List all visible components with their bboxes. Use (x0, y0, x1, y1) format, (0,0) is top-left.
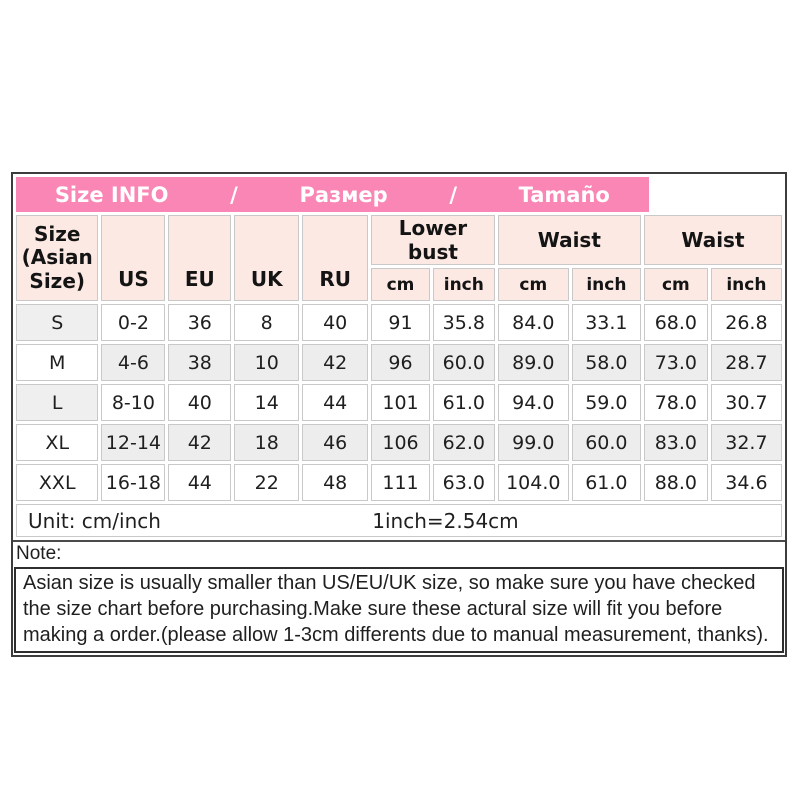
cell-waist-inch: 59.0 (571, 384, 641, 421)
cell-waist2-inch: 32.7 (710, 424, 782, 461)
cell-uk: 22 (234, 464, 300, 501)
cell-uk: 10 (234, 344, 300, 381)
cell-size: M (16, 344, 99, 381)
cell-us: 4-6 (101, 344, 166, 381)
cell-us: 8-10 (101, 384, 166, 421)
banner-empty-segment (648, 177, 782, 212)
cell-ru: 48 (302, 464, 369, 501)
header-waist1-cm: cm (497, 268, 569, 301)
header-waist1-inch: inch (571, 268, 641, 301)
cell-waist2-cm: 68.0 (643, 304, 708, 341)
header-group-row: Size (Asian Size) US EU UK RU Lower bust… (16, 215, 782, 301)
cell-waist-inch: 61.0 (571, 464, 641, 501)
header-waist-1: Waist (497, 215, 641, 265)
header-bust-cm: cm (371, 268, 430, 301)
banner-title-ru: Размер (299, 182, 388, 207)
header-eu: EU (168, 215, 232, 301)
cell-waist-cm: 94.0 (497, 384, 569, 421)
header-waist2-inch: inch (710, 268, 782, 301)
cell-bust-inch: 61.0 (432, 384, 495, 421)
cell-waist2-inch: 28.7 (710, 344, 782, 381)
header-bust-inch: inch (432, 268, 495, 301)
note-text: Asian size is usually smaller than US/EU… (14, 567, 784, 653)
cell-eu: 40 (168, 384, 232, 421)
unit-label: Unit: cm/inch (28, 508, 161, 533)
cell-waist2-inch: 34.6 (710, 464, 782, 501)
unit-conversion: 1inch=2.54cm (372, 508, 519, 533)
cell-uk: 14 (234, 384, 300, 421)
header-size-asian: Size (Asian Size) (16, 215, 99, 301)
cell-uk: 8 (234, 304, 300, 341)
cell-waist-inch: 58.0 (571, 344, 641, 381)
cell-ru: 46 (302, 424, 369, 461)
cell-us: 16-18 (101, 464, 166, 501)
cell-waist-cm: 84.0 (497, 304, 569, 341)
cell-bust-inch: 60.0 (432, 344, 495, 381)
cell-bust-inch: 63.0 (432, 464, 495, 501)
table-row-l: L 8-10 40 14 44 101 61.0 94.0 59.0 78.0 … (16, 384, 782, 421)
cell-eu: 42 (168, 424, 232, 461)
cell-ru: 42 (302, 344, 369, 381)
cell-bust-cm: 111 (371, 464, 430, 501)
cell-us: 0-2 (101, 304, 166, 341)
table-row-xxl: XXL 16-18 44 22 48 111 63.0 104.0 61.0 8… (16, 464, 782, 501)
header-waist2-cm: cm (643, 268, 708, 301)
cell-eu: 38 (168, 344, 232, 381)
cell-ru: 40 (302, 304, 369, 341)
size-table-header: Size (Asian Size) US EU UK RU Lower bust… (16, 215, 782, 301)
banner-title-es: Tamaño (518, 182, 610, 207)
table-row-s: S 0-2 36 8 40 91 35.8 84.0 33.1 68.0 26.… (16, 304, 782, 341)
size-chart-panel: Size INFO / Размер / Tamaño Size (Asian (11, 172, 787, 657)
header-waist-2: Waist (643, 215, 782, 265)
separator-line (13, 540, 785, 542)
banner: Size INFO / Размер / Tamaño (16, 177, 782, 212)
header-us: US (101, 215, 166, 301)
cell-bust-cm: 96 (371, 344, 430, 381)
table-row-m: M 4-6 38 10 42 96 60.0 89.0 58.0 73.0 28… (16, 344, 782, 381)
unit-row: Unit: cm/inch 1inch=2.54cm (16, 504, 782, 537)
banner-title-en: Size INFO (54, 182, 169, 207)
cell-waist2-inch: 30.7 (710, 384, 782, 421)
cell-ru: 44 (302, 384, 369, 421)
header-ru: RU (302, 215, 369, 301)
cell-size: S (16, 304, 99, 341)
cell-bust-cm: 106 (371, 424, 430, 461)
corner-line-2: (Asian (21, 245, 93, 270)
cell-waist-cm: 99.0 (497, 424, 569, 461)
banner-slash-2: / (449, 182, 457, 207)
cell-waist2-cm: 83.0 (643, 424, 708, 461)
cell-waist-cm: 104.0 (497, 464, 569, 501)
cell-bust-cm: 91 (371, 304, 430, 341)
cell-eu: 44 (168, 464, 232, 501)
cell-size: L (16, 384, 99, 421)
size-table: Size (Asian Size) US EU UK RU Lower bust… (13, 212, 785, 504)
note-label: Note: (16, 543, 62, 564)
cell-size: XL (16, 424, 99, 461)
cell-bust-cm: 101 (371, 384, 430, 421)
cell-eu: 36 (168, 304, 232, 341)
cell-bust-inch: 62.0 (432, 424, 495, 461)
cell-waist-inch: 33.1 (571, 304, 641, 341)
size-table-body: S 0-2 36 8 40 91 35.8 84.0 33.1 68.0 26.… (16, 304, 782, 501)
cell-bust-inch: 35.8 (432, 304, 495, 341)
cell-us: 12-14 (101, 424, 166, 461)
cell-uk: 18 (234, 424, 300, 461)
cell-waist2-cm: 88.0 (643, 464, 708, 501)
cell-size: XXL (16, 464, 99, 501)
header-unit-row: cm inch cm inch cm inch (16, 268, 782, 301)
banner-title: Size INFO / Размер / Tamaño (16, 177, 649, 212)
cell-waist2-cm: 78.0 (643, 384, 708, 421)
banner-slash-1: / (230, 182, 238, 207)
corner-line-3: Size) (29, 268, 86, 293)
cell-waist-inch: 60.0 (571, 424, 641, 461)
header-uk: UK (234, 215, 300, 301)
cell-waist2-inch: 26.8 (710, 304, 782, 341)
table-row-xl: XL 12-14 42 18 46 106 62.0 99.0 60.0 83.… (16, 424, 782, 461)
cell-waist2-cm: 73.0 (643, 344, 708, 381)
header-lower-bust: Lower bust (371, 215, 495, 265)
cell-waist-cm: 89.0 (497, 344, 569, 381)
corner-line-1: Size (33, 221, 81, 246)
